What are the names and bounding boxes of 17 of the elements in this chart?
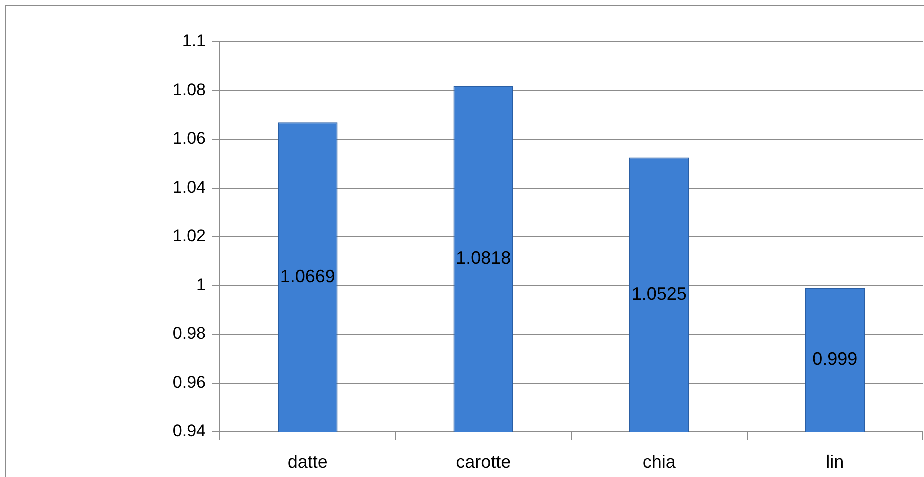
data-label: 0.999 <box>812 349 858 370</box>
y-tick-label: 1.08 <box>172 80 206 100</box>
y-tick-label: 1 <box>196 275 206 294</box>
data-label: 1.0669 <box>280 266 336 286</box>
y-tick-label: 1.02 <box>172 226 206 246</box>
y-tick-label: 0.96 <box>172 372 206 392</box>
y-tick-label: 1.06 <box>172 129 206 148</box>
y-tick-label: 1.04 <box>172 178 206 197</box>
data-label: 1.0818 <box>456 248 512 268</box>
y-tick-label: 1.1 <box>182 32 206 51</box>
x-tick-label: chia <box>642 452 677 472</box>
data-label: 1.0525 <box>632 284 687 304</box>
y-tick-label: 0.94 <box>172 422 206 441</box>
x-tick-label: datte <box>288 452 328 472</box>
x-tick-label: carotte <box>456 452 512 472</box>
y-tick-label: 0.98 <box>172 324 206 344</box>
x-tick-label: lin <box>826 452 844 472</box>
